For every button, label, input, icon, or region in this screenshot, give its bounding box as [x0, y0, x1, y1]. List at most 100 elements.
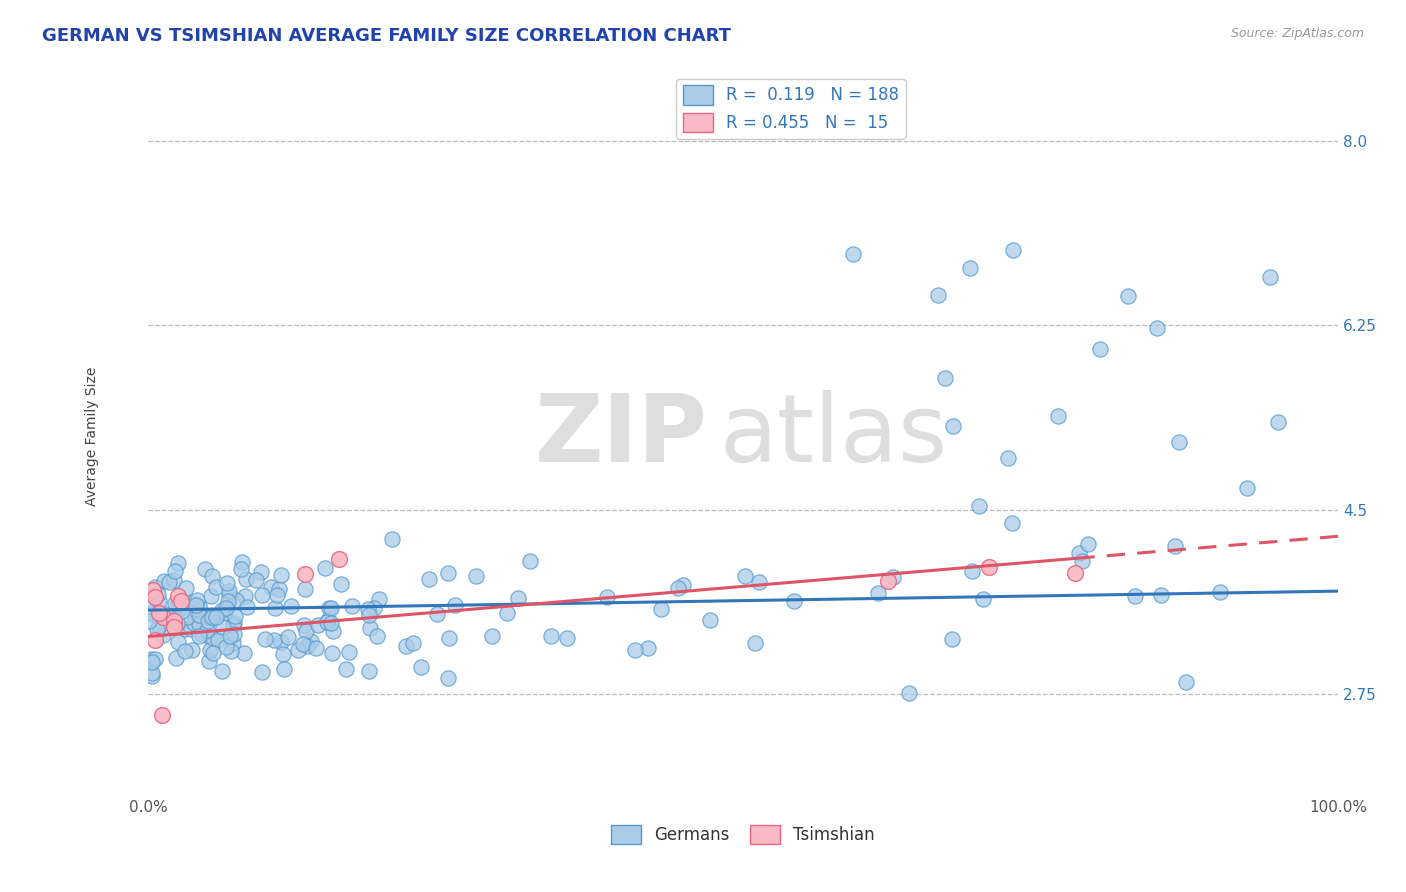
- Point: [596, 591, 619, 605]
- Point: [250, 588, 273, 602]
- Point: [245, 573, 267, 587]
- Point: [666, 581, 689, 595]
- Point: [960, 565, 983, 579]
- Point: [166, 604, 188, 618]
- Point: [291, 637, 314, 651]
- Point: [294, 582, 316, 597]
- Point: [202, 632, 225, 646]
- Point: [187, 629, 209, 643]
- Point: [235, 572, 257, 586]
- Point: [152, 610, 174, 624]
- Point: [143, 633, 166, 648]
- Point: [273, 662, 295, 676]
- Point: [637, 640, 659, 655]
- Point: [195, 610, 218, 624]
- Point: [187, 607, 209, 622]
- Point: [218, 587, 240, 601]
- Point: [402, 636, 425, 650]
- Point: [163, 614, 186, 628]
- Point: [167, 590, 190, 604]
- Point: [368, 591, 391, 606]
- Point: [174, 623, 197, 637]
- Point: [294, 567, 316, 582]
- Point: [381, 532, 404, 546]
- Point: [1123, 589, 1146, 603]
- Point: [359, 622, 381, 636]
- Point: [165, 650, 187, 665]
- Point: [357, 607, 380, 622]
- Point: [222, 618, 245, 632]
- Point: [139, 652, 162, 666]
- Point: [967, 499, 990, 513]
- Point: [187, 607, 209, 622]
- Text: GERMAN VS TSIMSHIAN AVERAGE FAMILY SIZE CORRELATION CHART: GERMAN VS TSIMSHIAN AVERAGE FAMILY SIZE …: [42, 27, 731, 45]
- Point: [176, 599, 198, 613]
- Point: [184, 599, 207, 613]
- Point: [215, 640, 238, 654]
- Point: [263, 632, 285, 647]
- Point: [163, 596, 186, 610]
- Point: [250, 665, 273, 680]
- Point: [1175, 675, 1198, 690]
- Point: [217, 575, 239, 590]
- Point: [540, 629, 562, 643]
- Point: [959, 260, 981, 275]
- Point: [418, 572, 440, 586]
- Point: [141, 666, 163, 681]
- Point: [174, 643, 197, 657]
- Point: [188, 599, 211, 613]
- Point: [207, 632, 229, 647]
- Point: [437, 566, 460, 580]
- Point: [143, 590, 166, 604]
- Point: [335, 662, 357, 676]
- Point: [190, 626, 212, 640]
- Point: [180, 622, 202, 636]
- Point: [212, 619, 235, 633]
- Y-axis label: Average Family Size: Average Family Size: [86, 367, 100, 506]
- Point: [1046, 409, 1069, 424]
- Point: [555, 631, 578, 645]
- Point: [195, 623, 218, 637]
- Point: [211, 664, 233, 678]
- Point: [437, 671, 460, 685]
- Point: [1258, 269, 1281, 284]
- Point: [231, 555, 253, 569]
- Point: [260, 580, 283, 594]
- Point: [139, 606, 162, 620]
- Point: [337, 645, 360, 659]
- Point: [200, 589, 222, 603]
- Point: [148, 606, 170, 620]
- Point: [342, 599, 364, 614]
- Point: [876, 574, 898, 588]
- Point: [294, 618, 316, 632]
- Point: [219, 629, 242, 643]
- Point: [868, 586, 890, 600]
- Point: [1001, 516, 1024, 530]
- Point: [183, 616, 205, 631]
- Point: [143, 652, 166, 666]
- Point: [142, 582, 165, 597]
- Point: [181, 598, 204, 612]
- Point: [215, 601, 238, 615]
- Point: [1163, 539, 1185, 553]
- Point: [942, 418, 965, 433]
- Point: [330, 577, 353, 591]
- Point: [186, 592, 208, 607]
- Point: [357, 602, 380, 616]
- Point: [157, 575, 180, 590]
- Point: [734, 569, 756, 583]
- Point: [225, 592, 247, 607]
- Point: [359, 664, 381, 678]
- Text: Source: ZipAtlas.com: Source: ZipAtlas.com: [1230, 27, 1364, 40]
- Point: [167, 597, 190, 611]
- Point: [166, 557, 188, 571]
- Point: [194, 562, 217, 576]
- Point: [169, 594, 191, 608]
- Point: [148, 618, 170, 632]
- Point: [180, 643, 202, 657]
- Point: [201, 569, 224, 583]
- Point: [287, 642, 309, 657]
- Point: [266, 588, 288, 602]
- Point: [321, 615, 343, 630]
- Point: [363, 601, 385, 615]
